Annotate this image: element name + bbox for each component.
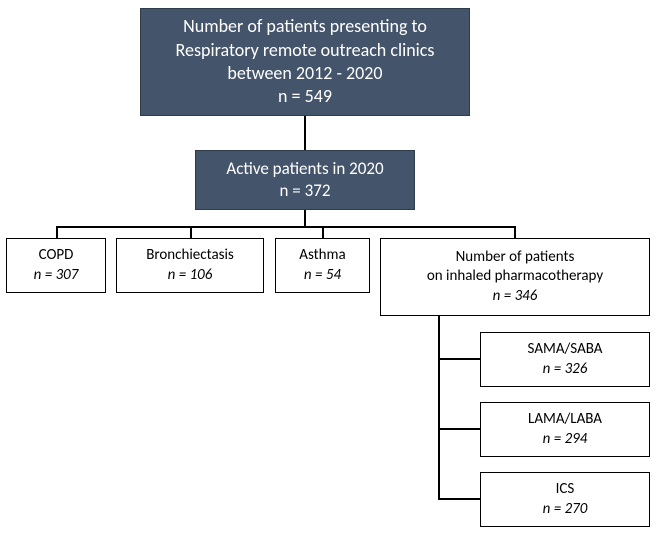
node-lama-laba: LAMA/LABA n = 294 [480,402,650,457]
node-pharmacotherapy: Number of patients on inhaled pharmacoth… [380,238,650,316]
node-ics-count: n = 270 [543,500,588,520]
node-root-count: n = 549 [278,85,332,108]
node-bronch-line1: Bronchiectasis [146,246,234,266]
connector [438,316,440,500]
node-active-count: n = 372 [280,180,331,202]
node-ics-line1: ICS [556,480,575,500]
node-root-line2: Respiratory remote outreach clinics [176,39,435,62]
connector [56,226,516,228]
node-asthma-count: n = 54 [304,266,341,286]
node-bronch-count: n = 106 [168,266,213,286]
node-sama-line1: SAMA/SABA [528,340,603,360]
node-pharma-count: n = 346 [493,287,538,307]
connector [56,228,58,238]
node-pharma-line2: on inhaled pharmacotherapy [427,267,603,287]
node-asthma: Asthma n = 54 [275,238,370,293]
node-bronchiectasis: Bronchiectasis n = 106 [116,238,264,293]
node-sama-count: n = 326 [543,360,588,380]
node-active: Active patients in 2020 n = 372 [195,150,415,210]
connector [440,428,480,430]
connector [322,228,324,238]
node-ics: ICS n = 270 [480,472,650,527]
connector [514,228,516,238]
node-asthma-line1: Asthma [299,246,345,266]
connector [440,358,480,360]
node-sama-saba: SAMA/SABA n = 326 [480,332,650,387]
node-copd-count: n = 307 [34,266,79,286]
connector [304,116,306,150]
node-lama-count: n = 294 [543,430,588,450]
connector [440,498,480,500]
connector [190,228,192,238]
node-copd-line1: COPD [39,246,74,266]
node-root-line1: Number of patients presenting to [183,15,427,38]
node-root-line3: between 2012 - 2020 [227,62,382,85]
node-lama-line1: LAMA/LABA [528,410,602,430]
node-pharma-line1: Number of patients [456,248,575,268]
node-active-line1: Active patients in 2020 [226,158,383,180]
node-copd: COPD n = 307 [6,238,106,293]
node-root: Number of patients presenting to Respira… [140,8,470,116]
